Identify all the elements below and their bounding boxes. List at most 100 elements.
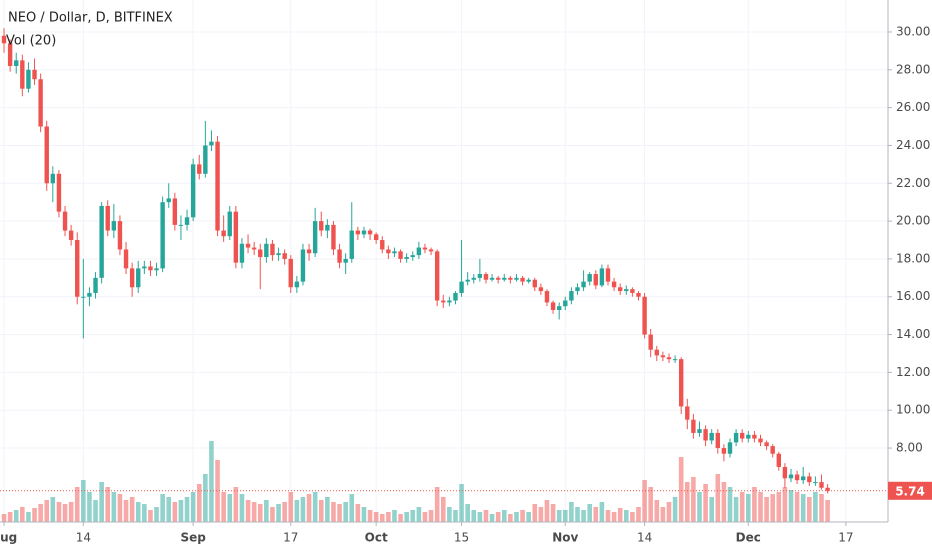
- volume-bar: [605, 510, 611, 522]
- volume-bar: [349, 494, 355, 522]
- x-tick-label: Aug: [0, 531, 17, 545]
- volume-bar: [648, 487, 653, 522]
- volume-bar: [477, 512, 483, 522]
- volume-bar: [142, 504, 147, 522]
- volume-bar: [764, 497, 769, 522]
- candle-body: [14, 60, 19, 67]
- volume-bar: [123, 500, 129, 522]
- candle-body: [276, 253, 281, 256]
- candle-body: [447, 300, 452, 303]
- volume-bar: [282, 502, 287, 522]
- volume-bar: [459, 484, 464, 522]
- volume-bar: [166, 497, 172, 522]
- volume-bar: [410, 510, 416, 522]
- volume-bar: [270, 507, 275, 522]
- candle-body: [331, 224, 336, 250]
- volume-bar: [300, 497, 306, 522]
- candle-body: [422, 247, 428, 250]
- candle-body: [373, 234, 379, 241]
- candle-body: [489, 277, 495, 280]
- volume-bar: [440, 497, 446, 522]
- volume-bar: [617, 508, 623, 522]
- x-tick-label: Nov: [552, 531, 578, 545]
- candle-body: [819, 482, 824, 488]
- volume-bar: [20, 507, 25, 522]
- volume-bar: [117, 494, 123, 522]
- candle-body: [672, 359, 678, 361]
- candle-body: [453, 292, 458, 301]
- volume-bar: [379, 514, 385, 522]
- volume-bar: [81, 480, 86, 522]
- candle-body: [221, 230, 226, 237]
- volume-bar: [221, 492, 226, 522]
- candle-body: [306, 249, 312, 254]
- volume-bar: [56, 502, 62, 522]
- candle-body: [251, 247, 257, 250]
- volume-bar: [325, 497, 330, 522]
- volume-bar: [508, 514, 513, 522]
- volume-bar: [709, 497, 714, 522]
- candle-body: [129, 268, 135, 288]
- candle-body: [264, 243, 269, 258]
- candle-body: [599, 268, 605, 286]
- candle-body: [68, 230, 74, 241]
- volume-bar: [318, 500, 324, 522]
- volume-bar: [428, 510, 434, 522]
- candle-body: [20, 60, 25, 89]
- candle-body: [288, 258, 293, 288]
- candle-body: [105, 205, 110, 231]
- volume-bar: [794, 492, 800, 522]
- volume-bar: [654, 500, 660, 522]
- candle-body: [7, 43, 13, 67]
- candle-body: [38, 79, 43, 127]
- candle-body: [721, 448, 727, 454]
- candle-body: [410, 255, 415, 258]
- volume-bar: [50, 497, 56, 522]
- candle-body: [367, 230, 373, 235]
- volume-bar: [178, 500, 184, 522]
- y-tick-label: 18.00: [896, 251, 930, 265]
- volume-bar: [172, 502, 178, 522]
- volume-bar: [361, 507, 367, 522]
- candle-body: [337, 249, 342, 263]
- candle-body: [502, 277, 507, 280]
- y-tick-label: 12.00: [896, 365, 930, 379]
- candle-body: [715, 432, 720, 449]
- candle-body: [770, 446, 775, 454]
- volume-bar: [26, 512, 31, 522]
- candle-body: [123, 249, 129, 269]
- volume-bar: [483, 510, 489, 522]
- volume-bar: [209, 441, 214, 522]
- volume-bar: [593, 507, 599, 522]
- candle-body: [282, 253, 287, 259]
- volume-bar: [160, 494, 165, 522]
- candle-body: [44, 126, 49, 184]
- candle-body: [190, 164, 196, 218]
- volume-bar: [398, 514, 403, 522]
- volume-bar: [819, 494, 824, 522]
- candle-body: [520, 277, 525, 282]
- candle-body: [227, 211, 232, 237]
- candle-body: [508, 277, 513, 280]
- candle-body: [434, 251, 440, 301]
- volume-bar: [678, 457, 684, 522]
- volume-bar: [691, 477, 696, 522]
- volume-bar: [813, 492, 818, 522]
- x-tick-label: Sep: [180, 531, 206, 545]
- volume-bar: [386, 512, 391, 522]
- candle-body: [404, 257, 409, 259]
- volume-bar: [514, 512, 519, 522]
- volume-bar: [544, 500, 550, 522]
- candle-body: [343, 258, 348, 263]
- candle-body: [471, 277, 476, 280]
- candle-body: [764, 442, 769, 447]
- volume-bar: [733, 497, 739, 522]
- volume-bar: [44, 500, 50, 522]
- volume-bar: [343, 502, 348, 522]
- volume-bar: [575, 507, 580, 522]
- volume-bar: [825, 500, 830, 522]
- candle-body: [526, 279, 531, 282]
- volume-bar: [526, 512, 531, 522]
- candle-body: [233, 211, 239, 263]
- candle-body: [678, 359, 684, 407]
